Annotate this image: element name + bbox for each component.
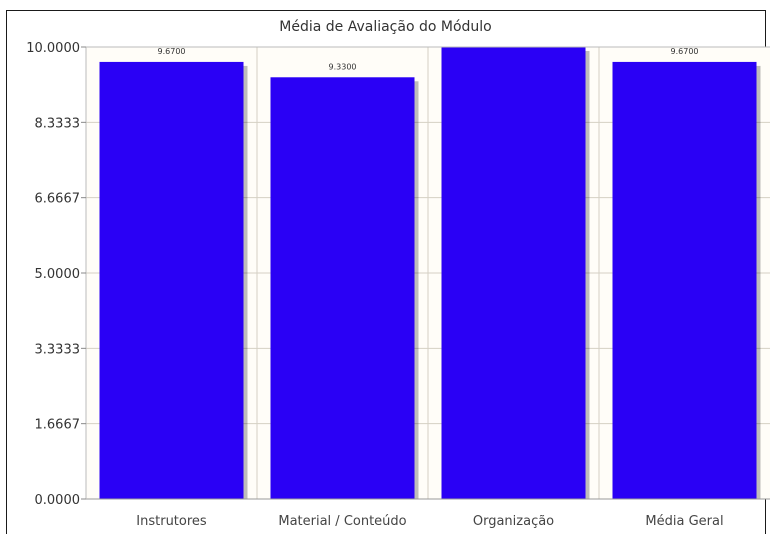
bar[interactable] [99,61,244,499]
bar[interactable] [270,77,415,499]
x-tick-label: Organização [473,514,554,529]
chart-title: Média de Avaliação do Módulo [279,19,492,35]
bars [99,47,761,499]
bar[interactable] [612,61,757,499]
bar[interactable] [441,47,586,499]
x-tick-label: Instrutores [136,514,207,529]
y-tick-label: 6.6667 [35,192,81,207]
y-axis-ticks: 0.0000 1.6667 3.3333 5.0000 6.6667 8.3333 10.0… [26,41,86,508]
data-labels: 9.6700 9.3300 9.6700 [158,47,699,71]
y-tick-label: 1.6667 [35,418,81,433]
data-label: 9.6700 [158,47,186,56]
data-label: 9.3300 [329,62,357,71]
x-tick-label: Média Geral [645,514,723,529]
y-tick-label: 3.3333 [35,342,81,357]
y-tick-label: 0.0000 [35,493,81,508]
x-tick-label: Material / Conteúdo [278,514,406,529]
data-label: 9.6700 [671,47,699,56]
y-tick-label: 8.3333 [35,116,81,131]
y-tick-label: 5.0000 [35,267,81,282]
x-axis-ticks: Instrutores Material / Conteúdo Organizaçã… [136,514,723,529]
y-tick-label: 10.0000 [26,41,80,56]
